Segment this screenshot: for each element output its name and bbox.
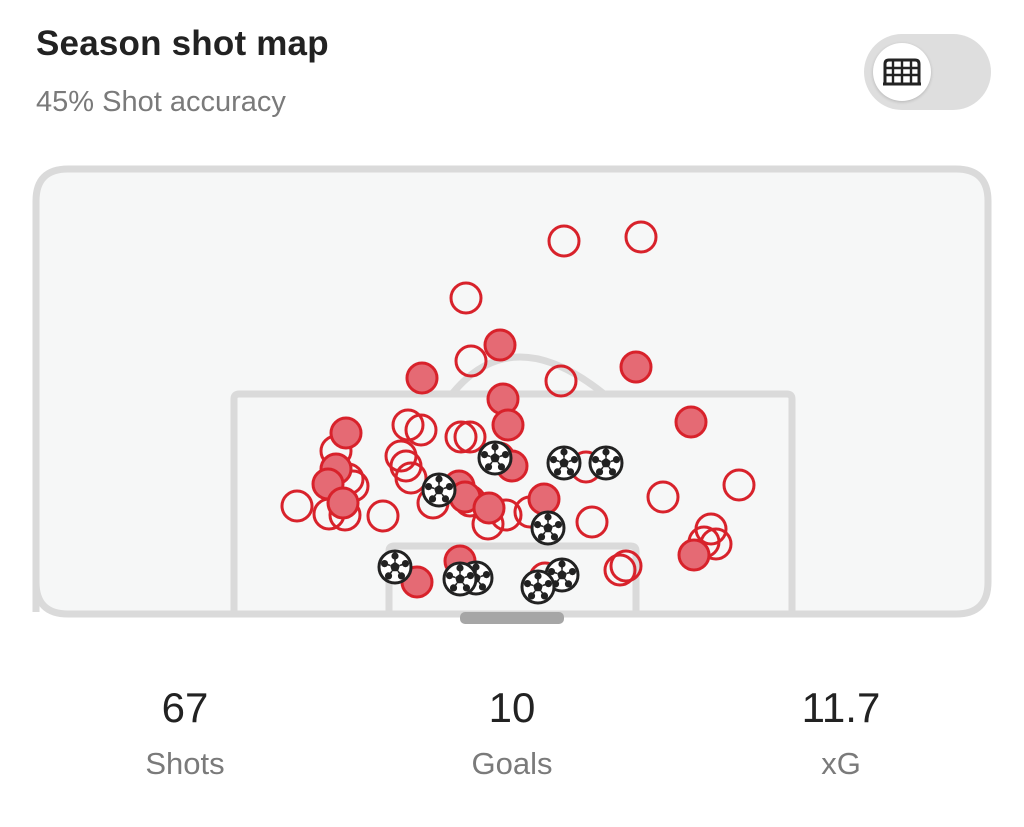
page-title: Season shot map (36, 24, 329, 63)
shot-accuracy-subtitle: 45% Shot accuracy (36, 86, 286, 118)
on-target-shot-marker[interactable] (329, 416, 363, 450)
goal-shot-marker[interactable] (421, 472, 457, 508)
missed-shot-marker[interactable] (575, 505, 609, 539)
missed-shot-marker[interactable] (547, 224, 581, 258)
on-target-shot-marker[interactable] (527, 482, 561, 516)
goal-shot-marker[interactable] (377, 549, 413, 585)
goal-shot-marker[interactable] (442, 561, 478, 597)
on-target-shot-marker[interactable] (326, 486, 360, 520)
missed-shot-marker[interactable] (609, 549, 643, 583)
goal-view-toggle[interactable] (864, 34, 991, 110)
stat-shots: 67 Shots (75, 680, 295, 784)
shots-layer (280, 220, 756, 605)
missed-shot-marker[interactable] (624, 220, 658, 254)
on-target-shot-marker[interactable] (674, 405, 708, 439)
on-target-shot-marker[interactable] (619, 350, 653, 384)
missed-shot-marker[interactable] (454, 344, 488, 378)
stat-xg-value: 11.7 (801, 684, 881, 731)
on-target-shot-marker[interactable] (472, 491, 506, 525)
missed-shot-marker[interactable] (444, 420, 478, 454)
missed-shot-marker[interactable] (453, 420, 487, 454)
goal-shot-marker[interactable] (588, 445, 624, 481)
goal-box (385, 542, 640, 614)
stat-xg: 11.7 xG (731, 680, 951, 784)
goal-shot-marker[interactable] (520, 569, 556, 605)
shot-map (32, 165, 992, 624)
missed-shot-marker[interactable] (394, 461, 428, 495)
stat-shots-label: Shots (145, 746, 225, 781)
goal-shot-marker[interactable] (546, 445, 582, 481)
stat-goals-label: Goals (471, 746, 553, 781)
missed-shot-marker[interactable] (722, 468, 756, 502)
penalty-arc (449, 353, 607, 397)
goal-line-marker (460, 612, 564, 624)
missed-shot-marker[interactable] (603, 553, 637, 587)
goal-shot-marker[interactable] (477, 440, 513, 476)
on-target-shot-marker[interactable] (491, 408, 525, 442)
missed-shot-marker[interactable] (366, 499, 400, 533)
missed-shot-marker[interactable] (544, 364, 578, 398)
missed-shot-marker[interactable] (404, 413, 438, 447)
stat-shots-value: 67 (161, 684, 209, 731)
missed-shot-marker[interactable] (646, 480, 680, 514)
stat-xg-label: xG (821, 746, 861, 781)
missed-shot-marker[interactable] (280, 489, 314, 523)
toggle-knob[interactable] (873, 43, 931, 101)
stat-goals-value: 10 (488, 684, 536, 731)
on-target-shot-marker[interactable] (405, 361, 439, 395)
missed-shot-marker[interactable] (449, 281, 483, 315)
goal-shot-marker[interactable] (530, 510, 566, 546)
on-target-shot-marker[interactable] (483, 328, 517, 362)
goal-net-icon (883, 58, 921, 86)
on-target-shot-marker[interactable] (677, 538, 711, 572)
stat-goals: 10 Goals (402, 680, 622, 784)
